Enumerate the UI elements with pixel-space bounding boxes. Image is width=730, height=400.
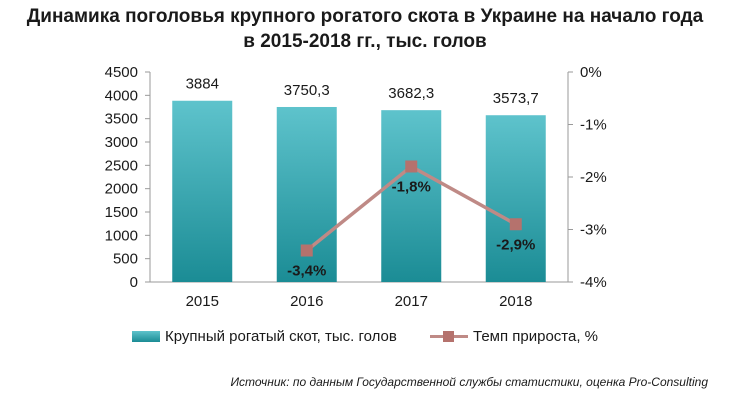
line-point-marker bbox=[300, 244, 313, 257]
legend: Крупный рогатый скот, тыс. голов Темп пр… bbox=[0, 325, 730, 347]
y-left-tick-label: 4000 bbox=[105, 87, 138, 104]
legend-label-line: Темп прироста, % bbox=[473, 327, 599, 345]
chart-title-line-2: в 2015-2018 гг., тыс. голов bbox=[243, 31, 487, 52]
line-value-label: -3,4% bbox=[287, 263, 326, 280]
y-left-tick-label: 2000 bbox=[105, 181, 138, 198]
legend-item-bars: Крупный рогатый скот, тыс. голов bbox=[132, 325, 397, 347]
legend-label-bars: Крупный рогатый скот, тыс. голов bbox=[165, 327, 397, 345]
y-right-tick-label: 0% bbox=[580, 64, 602, 81]
bar-value-label: 3573,7 bbox=[493, 90, 539, 107]
y-left-tick-label: 1500 bbox=[105, 204, 138, 221]
bar-value-label: 3682,3 bbox=[388, 85, 434, 102]
y-right-tick-label: -3% bbox=[580, 222, 607, 239]
y-left-tick-label: 500 bbox=[113, 251, 138, 268]
bar-value-label: 3750,3 bbox=[284, 82, 330, 99]
line-value-label: -1,8% bbox=[392, 179, 431, 196]
legend-bar-swatch bbox=[132, 330, 160, 342]
line-point-marker bbox=[405, 160, 418, 173]
y-right-tick-label: -4% bbox=[580, 274, 607, 291]
y-right-tick-label: -1% bbox=[580, 117, 607, 134]
y-left-tick-label: 4500 bbox=[105, 64, 138, 81]
bar bbox=[172, 100, 233, 282]
y-left-tick-label: 2500 bbox=[105, 157, 138, 174]
bar-value-label: 3884 bbox=[186, 76, 219, 93]
y-left-tick-label: 3000 bbox=[105, 134, 138, 151]
x-tick-label: 2016 bbox=[290, 293, 323, 310]
line-point-marker bbox=[509, 218, 522, 231]
y-left-tick-label: 0 bbox=[130, 274, 138, 291]
chart-title-line-1: Динамика поголовья крупного рогатого ско… bbox=[26, 6, 704, 27]
y-left-tick-label: 1000 bbox=[105, 227, 138, 244]
line-value-label: -2,9% bbox=[496, 236, 535, 253]
legend-item-line: Темп прироста, % bbox=[430, 325, 598, 347]
legend-line-swatch bbox=[430, 330, 468, 342]
source-note: Источник: по данным Государственной служ… bbox=[230, 375, 708, 389]
bar bbox=[485, 115, 546, 283]
y-right-tick-label: -2% bbox=[580, 169, 607, 186]
chart-title: Динамика поголовья крупного рогатого ско… bbox=[0, 4, 730, 54]
x-tick-label: 2017 bbox=[395, 293, 428, 310]
bar bbox=[381, 110, 442, 282]
y-left-tick-label: 3500 bbox=[105, 111, 138, 128]
x-tick-label: 2015 bbox=[186, 293, 219, 310]
x-tick-label: 2018 bbox=[499, 293, 532, 310]
